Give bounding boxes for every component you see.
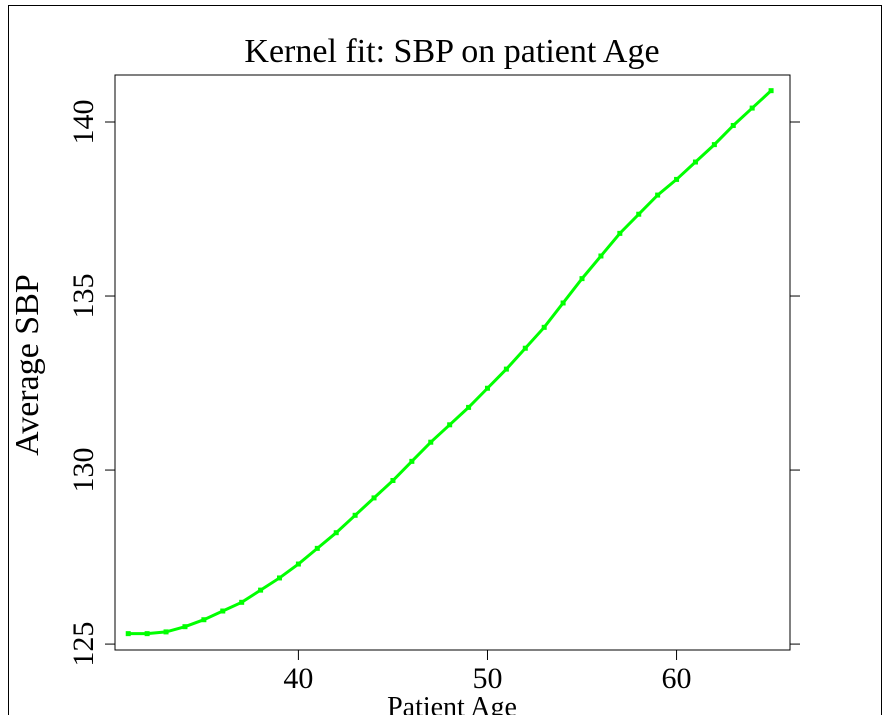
point [258,587,264,593]
series-line [128,89,773,636]
point [201,617,207,623]
point [371,495,377,501]
point [768,88,774,94]
point [484,385,490,391]
y-tick-label: 130 [67,448,100,493]
y-tick-label: 135 [67,274,100,319]
point [409,458,415,464]
x-axis-label: Patient Age [387,692,517,715]
point [674,176,680,182]
point [333,530,339,536]
point [730,122,736,128]
point [352,512,358,518]
point [125,631,131,637]
point [220,608,226,614]
point [711,142,717,148]
point [466,404,472,410]
point [182,624,188,630]
y-tick-label: 140 [67,99,100,144]
point [749,105,755,111]
point [522,345,528,351]
point [447,422,453,428]
point [390,477,396,483]
chart-title: Kernel fit: SBP on patient Age [244,33,659,70]
point [314,545,320,551]
point [560,300,566,306]
y-axis-label: Average SBP [9,274,46,456]
x-tick-label: 40 [283,662,313,695]
point [636,211,642,217]
plot-frame [114,74,791,651]
point [579,276,585,282]
point [503,366,509,372]
point [617,230,623,236]
point [295,561,301,567]
x-tick-label: 50 [472,662,502,695]
point [692,159,698,165]
point [163,629,169,635]
point [239,599,245,605]
point [598,253,604,259]
point [655,192,661,198]
point [541,324,547,330]
point [144,631,150,637]
x-tick-label: 60 [662,662,692,695]
y-tick-label: 125 [67,622,100,667]
outer-frame [8,5,882,715]
point [276,575,282,581]
point [428,439,434,445]
